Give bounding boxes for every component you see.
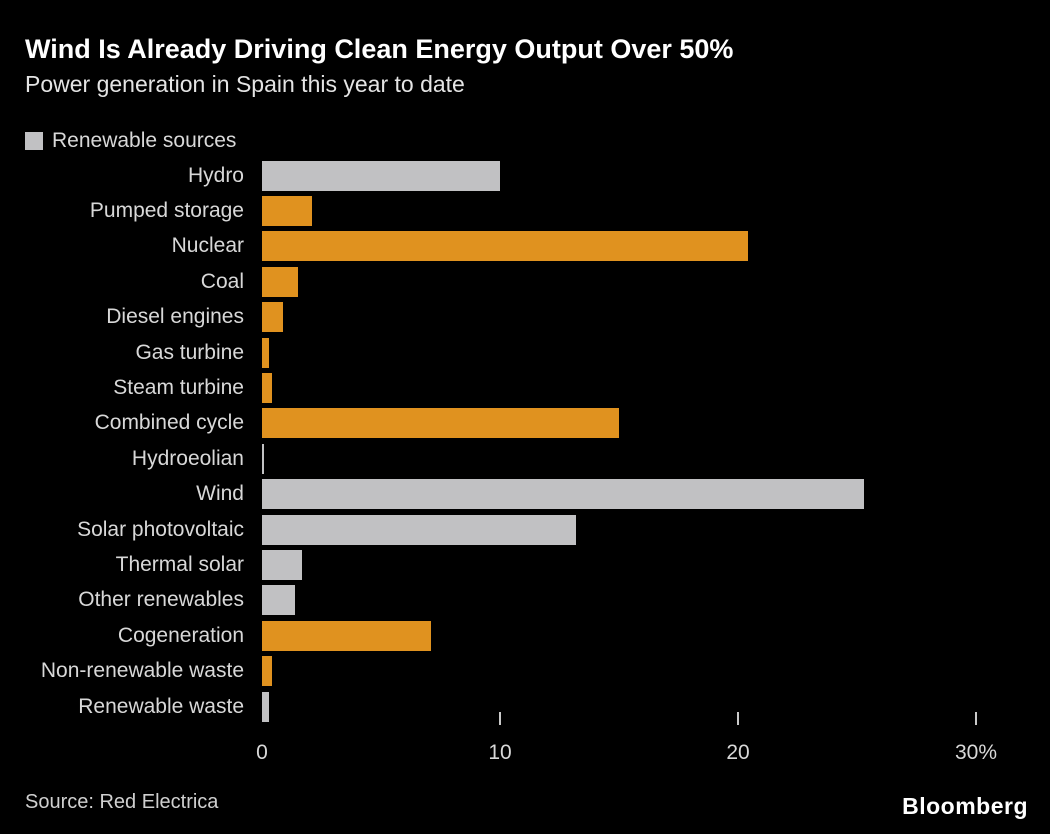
bar-track xyxy=(253,158,1050,193)
bar-row: Gas turbine xyxy=(0,335,1050,370)
bar xyxy=(262,266,298,297)
category-label: Thermal solar xyxy=(115,553,244,577)
category-label: Steam turbine xyxy=(113,376,244,400)
bar-track xyxy=(253,229,1050,264)
x-axis-tick-label: 0 xyxy=(256,741,268,764)
bar-track xyxy=(253,547,1050,582)
bar-chart: Hydro Pumped storage Nuclear Coal Diesel eng… xyxy=(0,158,1050,798)
source-note: Source: Red Electrica xyxy=(25,791,219,813)
bar xyxy=(262,479,865,510)
bar xyxy=(262,691,270,722)
x-axis-tick xyxy=(499,712,501,725)
bar-track xyxy=(253,264,1050,299)
legend-label: Renewable sources xyxy=(52,129,237,152)
bar-row: Solar photovoltaic xyxy=(0,512,1050,547)
bar-track xyxy=(253,406,1050,441)
category-label: Diesel engines xyxy=(106,305,244,329)
x-axis-tick xyxy=(975,712,977,725)
bar xyxy=(262,160,500,191)
bar-row: Steam turbine xyxy=(0,370,1050,405)
bar xyxy=(262,408,619,439)
category-label: Combined cycle xyxy=(94,411,244,435)
bar xyxy=(262,443,265,474)
category-label: Wind xyxy=(196,482,244,506)
bar-track xyxy=(253,583,1050,618)
bar xyxy=(262,550,303,581)
bar xyxy=(262,302,284,333)
bloomberg-logo: Bloomberg xyxy=(902,793,1028,819)
bar-row: Non-renewable waste xyxy=(0,654,1050,689)
chart-subtitle: Power generation in Spain this year to d… xyxy=(25,71,465,97)
category-label: Cogeneration xyxy=(117,623,244,647)
legend: Renewable sources xyxy=(25,129,236,153)
bar-track xyxy=(253,618,1050,653)
bar-track xyxy=(253,335,1050,370)
bar-track xyxy=(253,654,1050,689)
bar xyxy=(262,514,577,545)
bar-row: Cogeneration xyxy=(0,618,1050,653)
x-axis-tick-label: 20 xyxy=(726,741,750,764)
category-label: Gas turbine xyxy=(135,340,244,364)
x-axis-tick xyxy=(737,712,739,725)
category-label: Nuclear xyxy=(171,234,244,258)
bar-row: Hydro xyxy=(0,158,1050,193)
bar-row: Pumped storage xyxy=(0,193,1050,228)
bar-row: Nuclear xyxy=(0,229,1050,264)
bar-row: Combined cycle xyxy=(0,406,1050,441)
bar-row: Wind xyxy=(0,477,1050,512)
chart-title: Wind Is Already Driving Clean Energy Out… xyxy=(25,34,734,64)
bar-row: Hydroeolian xyxy=(0,441,1050,476)
legend-swatch-icon xyxy=(25,132,43,150)
bar-track xyxy=(253,512,1050,547)
bar-track xyxy=(253,689,1050,724)
bar xyxy=(262,620,431,651)
bar-row: Renewable waste xyxy=(0,689,1050,724)
category-label: Non-renewable waste xyxy=(40,659,244,683)
bar xyxy=(262,337,270,368)
bar xyxy=(262,231,748,262)
x-axis-tick-label: 10 xyxy=(488,741,512,764)
bar-track xyxy=(253,441,1050,476)
category-label: Solar photovoltaic xyxy=(77,517,244,541)
x-axis-tick-label: 30% xyxy=(954,741,998,764)
category-label: Coal xyxy=(200,269,244,293)
bar xyxy=(262,196,312,227)
category-label: Other renewables xyxy=(78,588,244,612)
category-label: Pumped storage xyxy=(89,199,244,223)
category-label: Hydroeolian xyxy=(131,446,244,470)
bar xyxy=(262,373,272,404)
bar xyxy=(262,656,272,687)
bar-row: Other renewables xyxy=(0,583,1050,618)
category-label: Renewable waste xyxy=(78,694,244,718)
bar-track xyxy=(253,300,1050,335)
bar-track xyxy=(253,477,1050,512)
category-label: Hydro xyxy=(187,163,244,187)
bar-row: Diesel engines xyxy=(0,300,1050,335)
bar-track xyxy=(253,193,1050,228)
bar xyxy=(262,585,296,616)
bar-track xyxy=(253,370,1050,405)
bar-row: Thermal solar xyxy=(0,547,1050,582)
bar-row: Coal xyxy=(0,264,1050,299)
